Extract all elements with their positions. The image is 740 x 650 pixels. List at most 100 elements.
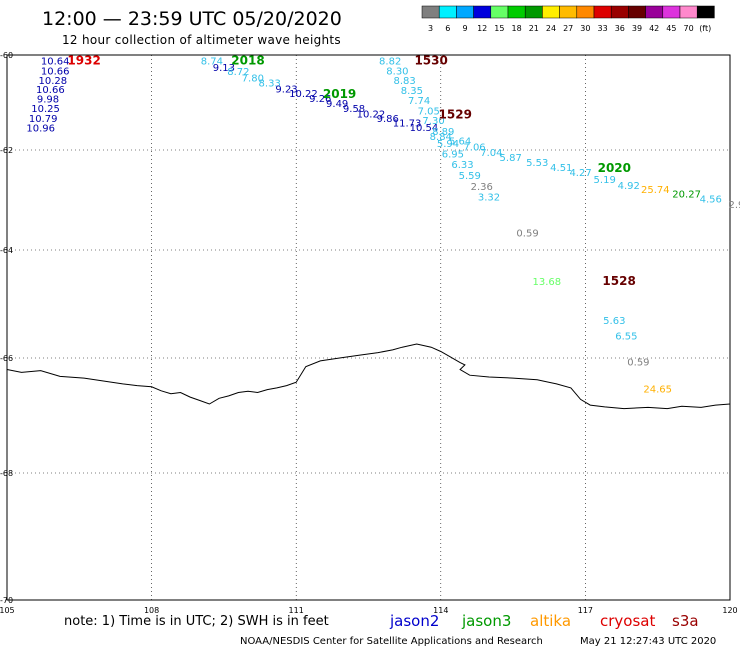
wave-height-label: 3.32 — [478, 193, 500, 204]
wave-height-label: 4.51 — [550, 163, 572, 174]
scale-swatch — [559, 5, 578, 19]
wave-height-label: 7.74 — [408, 96, 430, 107]
footer-credit: NOAA/NESDIS Center for Satellite Applica… — [240, 636, 543, 647]
scale-swatch — [593, 5, 612, 19]
wave-height-label: 8.84 — [430, 132, 452, 143]
legend-jason2: jason2 — [389, 612, 439, 630]
pass-time-label: 1530 — [414, 54, 447, 68]
wave-height-label: 7.80 — [242, 73, 264, 84]
pass-time-label: 2018 — [231, 54, 264, 68]
scale-swatch — [542, 5, 560, 19]
lat-tick-label: -70 — [0, 596, 13, 605]
wave-height-label: 10.66 — [36, 85, 65, 96]
wave-height-label: 2.36 — [471, 182, 493, 193]
scale-label: 33 — [598, 24, 608, 33]
lat-tick-label: -66 — [0, 354, 13, 363]
wave-height-label: 9.23 — [275, 84, 297, 95]
legend-s3a: s3a — [672, 612, 699, 630]
wave-height-label: 5.63 — [603, 316, 625, 327]
lat-tick-label: -64 — [0, 246, 13, 255]
page-subtitle: 12 hour collection of altimeter wave hei… — [62, 33, 341, 47]
pass-time-label: 1932 — [67, 54, 100, 68]
scale-label: 27 — [563, 24, 573, 33]
wave-height-label: 6.55 — [615, 331, 637, 342]
wave-height-label: 9.49 — [326, 99, 348, 110]
scale-label: 3 — [428, 24, 433, 33]
lat-tick-label: -60 — [0, 51, 13, 60]
scale-swatch — [679, 5, 698, 19]
wave-height-label: 10.22 — [357, 109, 386, 120]
wave-height-label: 7.05 — [418, 107, 440, 118]
scale-swatch — [473, 5, 492, 19]
axis-ticks: 105 108 111 114 117 120 -60 -62 -64 -66 -68 -70 — [0, 51, 738, 615]
lon-tick-label: 105 — [0, 606, 15, 615]
wave-height-label: 10.25 — [31, 104, 60, 115]
wave-height-label: 7.30 — [422, 116, 444, 127]
legend-cryosat: cryosat — [600, 612, 655, 630]
scale-swatch — [628, 5, 646, 19]
wave-height-label: 10.28 — [38, 76, 67, 87]
scale-label: 36 — [615, 24, 625, 33]
graticule — [7, 55, 730, 600]
pass-time-labels: 1932 2018 1530 2019 1529 2020 1528 — [67, 54, 635, 288]
scale-label: 42 — [649, 24, 659, 33]
scale-swatch — [524, 5, 543, 19]
wave-height-label: 8.33 — [259, 79, 281, 90]
map-frame — [6, 54, 731, 601]
wave-height-label: 10.22 — [289, 89, 318, 100]
wave-height-label: 10.79 — [29, 114, 58, 125]
wave-height-label: 4.92 — [618, 181, 640, 192]
wave-height-label: 5.94 — [437, 139, 459, 150]
lon-tick-label: 114 — [433, 606, 448, 615]
wave-height-label: 10.96 — [26, 124, 55, 135]
wave-height-label: 2.93 — [729, 200, 740, 211]
scale-swatch — [645, 5, 664, 19]
wave-height-label: 7.04 — [480, 148, 502, 159]
wave-height-label: 8.83 — [394, 76, 416, 87]
pass-time-label: 1528 — [602, 274, 635, 288]
scale-label: 18 — [512, 24, 522, 33]
wave-height-label: 5.19 — [594, 175, 616, 186]
pass-time-label: 2019 — [323, 87, 356, 101]
scale-unit: (ft) — [699, 24, 711, 33]
wave-height-label: 9.13 — [213, 63, 235, 74]
scale-swatch — [507, 5, 526, 19]
wave-height-label: 9.26 — [309, 94, 331, 105]
lon-tick-label: 108 — [144, 606, 159, 615]
wave-height-label: 8.35 — [401, 86, 423, 97]
scale-swatch — [456, 5, 474, 19]
wave-height-label: 6.95 — [442, 150, 464, 161]
wave-height-label: 5.59 — [459, 171, 481, 182]
wave-height-label: 9.58 — [343, 104, 365, 115]
lon-tick-label: 117 — [578, 606, 593, 615]
wave-height-label: 10.54 — [410, 123, 439, 134]
wave-height-label: 24.65 — [643, 384, 672, 395]
wave-height-label: 25.74 — [641, 185, 670, 196]
wave-height-label: 8.74 — [201, 57, 223, 68]
scale-swatch — [438, 5, 457, 19]
scale-label: 15 — [494, 24, 504, 33]
wave-height-label: 4.56 — [700, 195, 722, 206]
lat-tick-label: -68 — [0, 469, 13, 478]
scale-swatch — [610, 5, 629, 19]
pass-time-label: 1529 — [439, 107, 472, 121]
wave-height-labels: 10.6410.6610.2810.669.9810.2510.7910.968… — [26, 57, 740, 396]
wave-height-label: 8.89 — [432, 127, 454, 138]
antarctic-coastline — [6, 343, 731, 410]
wave-height-label: 8.72 — [227, 67, 249, 78]
page-title: 12:00 — 23:59 UTC 05/20/2020 — [42, 8, 342, 30]
scale-label: 6 — [445, 24, 450, 33]
scale-label: 12 — [477, 24, 487, 33]
scale-label: 21 — [529, 24, 539, 33]
wave-height-label: 7.06 — [463, 143, 485, 154]
scale-swatch — [421, 5, 440, 19]
scale-label: 45 — [666, 24, 676, 33]
wave-height-label: 8.30 — [386, 67, 408, 78]
wave-height-label: 5.64 — [449, 137, 471, 148]
scale-label: 24 — [546, 24, 556, 33]
scale-swatch — [490, 5, 509, 19]
wave-height-label: 5.87 — [500, 153, 522, 164]
scale-label: 39 — [632, 24, 642, 33]
wave-height-color-scale: 3 6 9 12 15 18 21 24 27 30 33 36 39 42 45 70 (ft) — [421, 5, 715, 33]
legend-altika: altika — [530, 612, 571, 630]
